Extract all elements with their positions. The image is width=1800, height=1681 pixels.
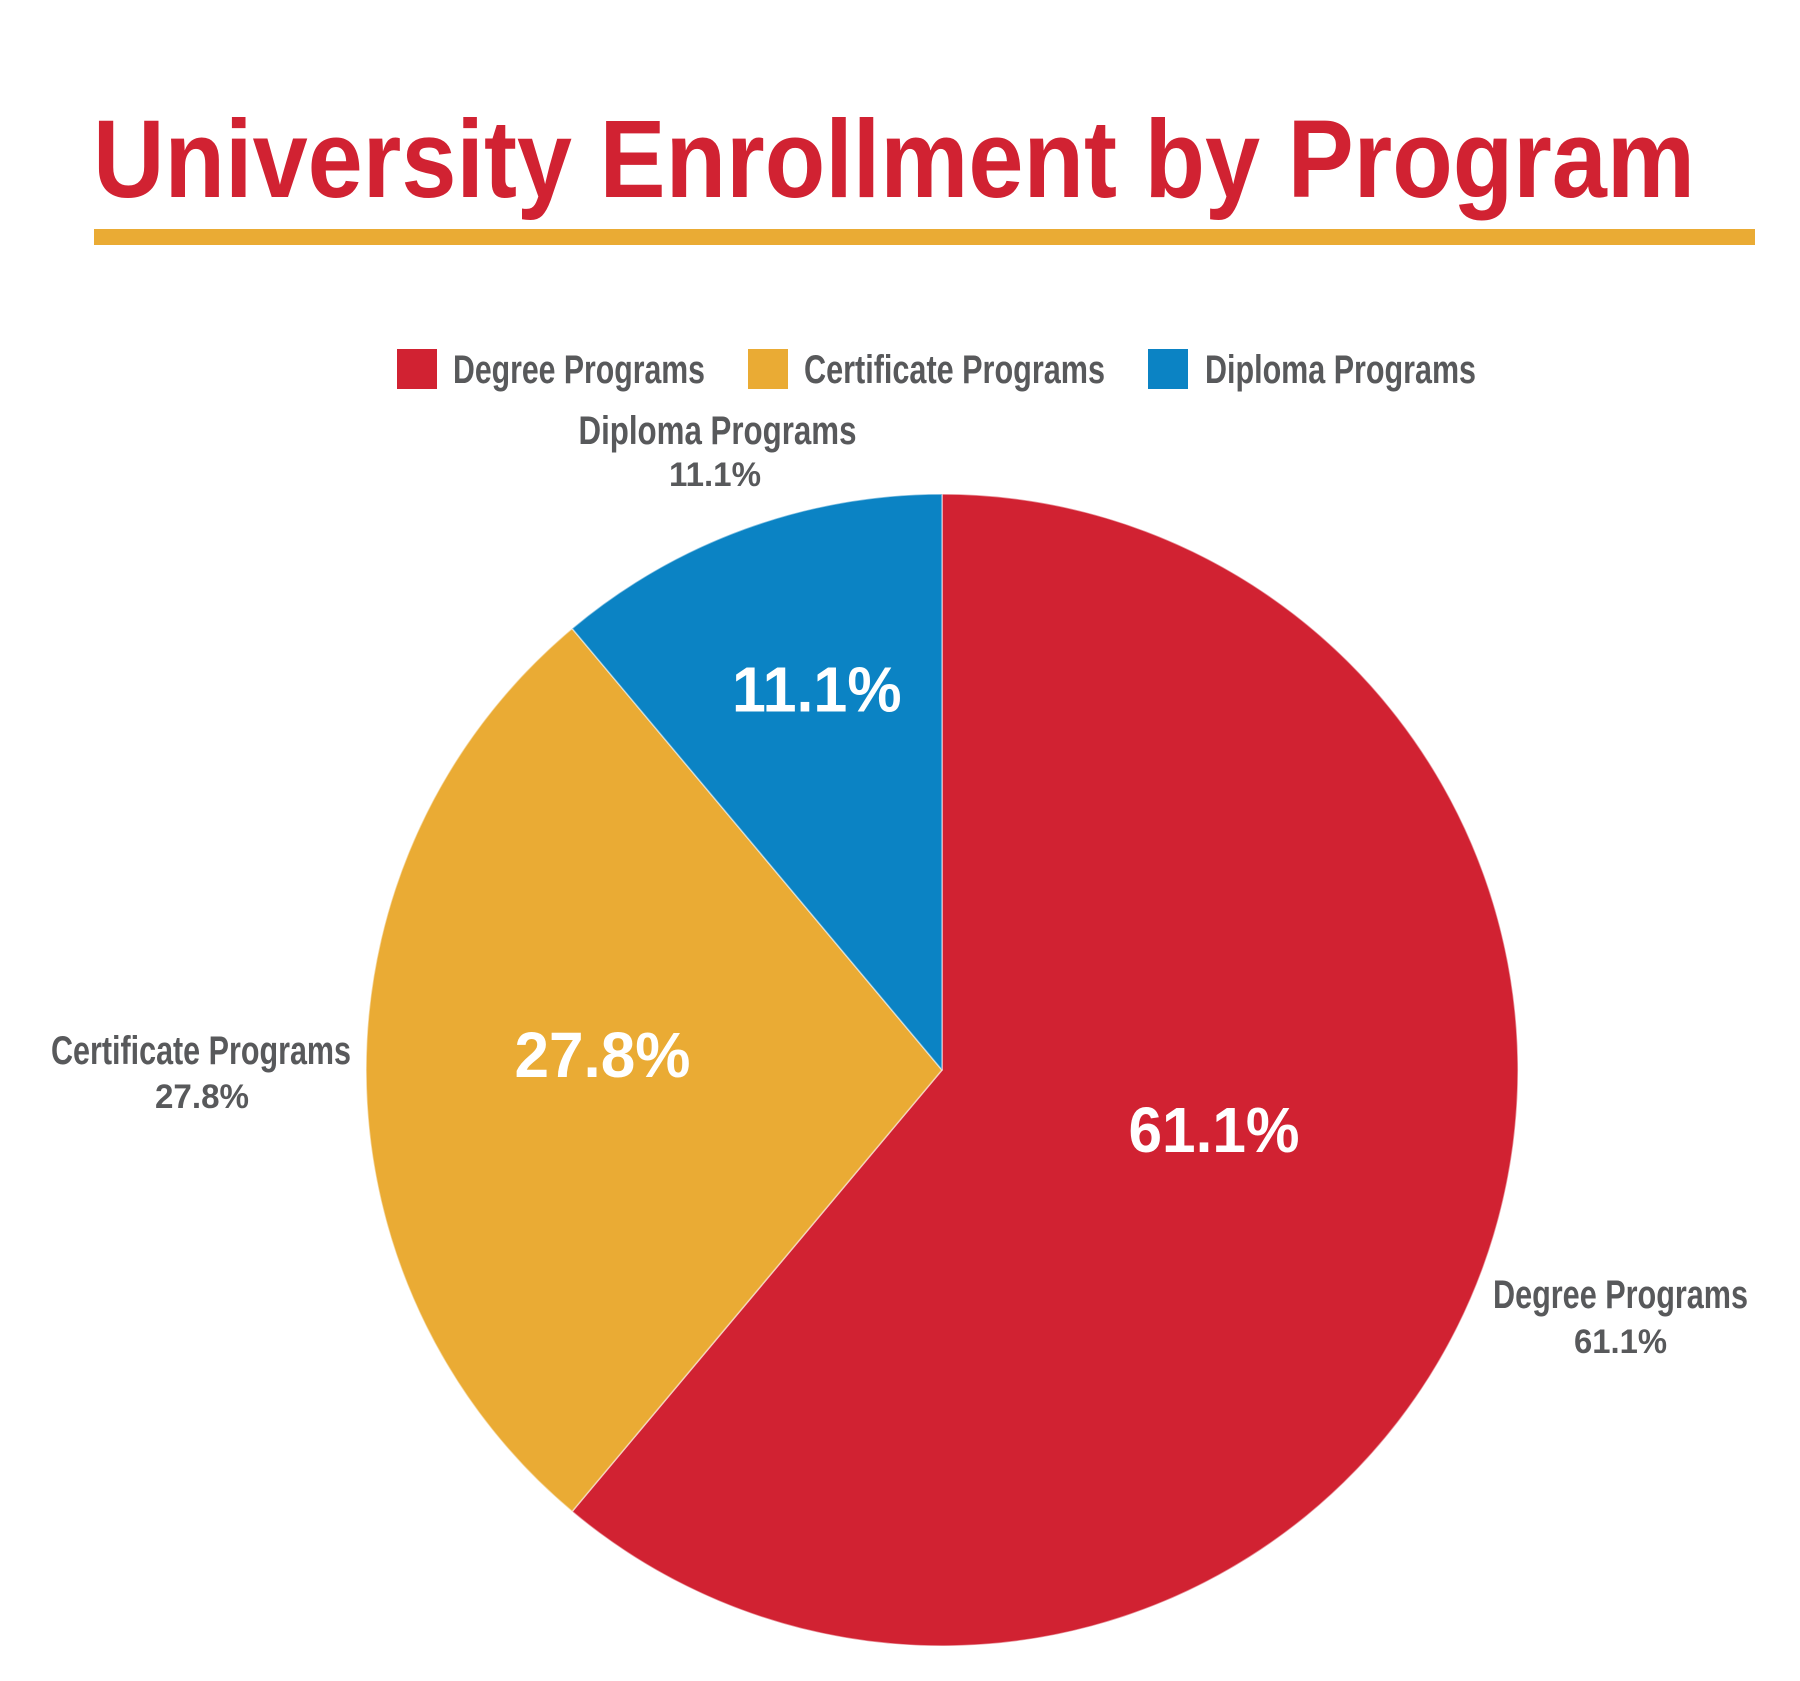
svg-text:27.8%: 27.8%: [155, 1078, 249, 1116]
svg-text:61.1%: 61.1%: [1129, 1094, 1300, 1166]
svg-text:Certificate Programs: Certificate Programs: [804, 348, 1105, 392]
svg-text:Degree Programs: Degree Programs: [1493, 1273, 1748, 1317]
svg-text:Diploma Programs: Diploma Programs: [1205, 348, 1476, 392]
svg-text:Certificate Programs: Certificate Programs: [51, 1029, 351, 1073]
svg-text:Diploma Programs: Diploma Programs: [579, 409, 857, 453]
svg-text:11.1%: 11.1%: [669, 456, 761, 494]
svg-text:11.1%: 11.1%: [732, 654, 902, 726]
svg-text:University Enrollment by Progr: University Enrollment by Program: [93, 98, 1695, 221]
svg-text:27.8%: 27.8%: [515, 1019, 691, 1091]
svg-text:61.1%: 61.1%: [1574, 1323, 1667, 1361]
svg-text:Degree Programs: Degree Programs: [453, 348, 705, 392]
